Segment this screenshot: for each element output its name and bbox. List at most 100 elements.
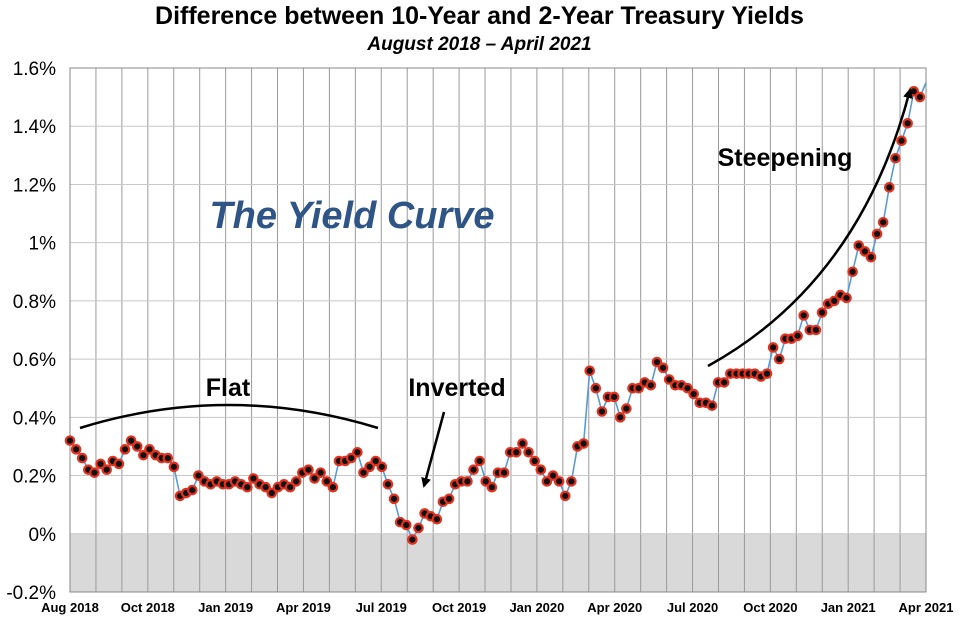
inverted-arrow	[421, 411, 446, 488]
data-point	[657, 362, 669, 374]
data-point	[64, 435, 76, 446]
data-point	[431, 513, 443, 525]
data-point	[621, 403, 632, 414]
data-point	[498, 467, 510, 478]
data-point	[125, 435, 137, 446]
data-point	[828, 295, 840, 307]
x-tick-labels: Aug 2018 Oct 2018 Jan 2019 Apr 2019 Jul 2019…	[41, 600, 953, 615]
x-tick-label: Jan 2019	[198, 600, 253, 615]
data-point	[523, 446, 534, 458]
x-tick-label: Apr 2021	[899, 600, 954, 615]
data-point	[896, 135, 907, 147]
x-tick-label: Aug 2018	[41, 600, 99, 615]
y-tick-label: 1%	[29, 234, 57, 255]
data-points	[64, 85, 926, 545]
x-tick-label: Jan 2020	[509, 600, 564, 615]
data-point	[547, 470, 559, 481]
chart-banner: The Yield Curve	[209, 195, 494, 237]
data-point	[486, 481, 498, 493]
data-point	[321, 476, 333, 487]
data-point	[841, 292, 852, 304]
data-point	[761, 368, 773, 379]
data-point	[76, 452, 88, 464]
y-tick-label: 1.6%	[13, 59, 56, 80]
data-point	[566, 476, 577, 487]
data-point	[315, 467, 326, 478]
data-point	[168, 461, 180, 473]
data-point	[113, 458, 125, 470]
data-point	[376, 461, 388, 473]
data-point	[529, 455, 540, 467]
data-point	[798, 310, 810, 321]
data-point	[810, 324, 822, 336]
data-point	[511, 446, 522, 458]
y-tick-labels: -0.2% 0% 0.2% 0.4% 0.6% 0.8% 1% 1.2% 1.4% 1.6%	[6, 59, 56, 604]
data-point	[260, 481, 271, 493]
data-point	[645, 380, 657, 391]
y-tick-label: 0.4%	[13, 408, 56, 429]
data-point	[462, 476, 473, 487]
data-point	[688, 388, 699, 400]
data-point	[890, 152, 901, 164]
data-point	[370, 455, 382, 467]
data-point	[847, 266, 858, 278]
data-point	[266, 487, 278, 499]
data-point	[767, 342, 779, 353]
data-point	[718, 377, 730, 388]
x-tick-label: Jul 2019	[356, 600, 407, 615]
data-point	[902, 118, 913, 129]
data-point	[578, 438, 589, 449]
x-tick-label: Oct 2018	[121, 600, 175, 615]
annotation-flat: Flat	[206, 374, 251, 402]
data-point	[792, 330, 803, 342]
y-tick-label: 1.2%	[13, 175, 56, 196]
chart-subtitle: August 2018 – April 2021	[367, 34, 592, 55]
steepening-arrow	[707, 88, 913, 368]
annotation-steepening: Steepening	[718, 144, 853, 172]
data-point	[871, 228, 883, 240]
x-tick-label: Apr 2020	[587, 600, 642, 615]
data-point	[584, 365, 596, 377]
data-point	[590, 382, 602, 394]
data-point	[248, 473, 259, 484]
data-point	[407, 534, 418, 545]
data-point	[382, 478, 394, 490]
data-point	[517, 438, 528, 449]
chart-title: Difference between 10-Year and 2-Year Tr…	[155, 2, 804, 30]
data-point	[303, 464, 314, 476]
data-point	[186, 484, 198, 496]
y-tick-label: -0.2%	[6, 583, 56, 604]
data-point	[468, 464, 479, 476]
data-point	[773, 353, 785, 365]
data-point	[138, 449, 149, 461]
data-point	[877, 216, 889, 228]
data-point	[559, 490, 571, 502]
y-tick-label: 1.4%	[13, 117, 56, 138]
data-point	[541, 476, 553, 487]
data-point	[388, 493, 400, 505]
data-point	[144, 444, 155, 455]
x-tick-label: Jul 2020	[667, 600, 718, 615]
annotation-inverted: Inverted	[408, 374, 505, 402]
data-point	[95, 458, 106, 470]
data-point	[345, 452, 357, 464]
data-point	[443, 493, 455, 505]
data-point	[706, 400, 718, 411]
data-point	[614, 412, 626, 423]
y-tick-label: 0.2%	[13, 467, 56, 488]
data-point	[400, 519, 412, 531]
data-point	[327, 481, 339, 493]
data-point	[242, 481, 253, 493]
data-point	[535, 464, 547, 476]
data-point	[853, 240, 865, 251]
negative-region	[70, 533, 926, 592]
data-point	[131, 441, 143, 452]
data-point	[89, 467, 100, 478]
data-point	[859, 246, 871, 257]
data-point	[608, 391, 620, 403]
data-point	[290, 476, 302, 487]
x-tick-label: Oct 2019	[432, 600, 486, 615]
data-point	[162, 452, 174, 464]
data-point	[682, 382, 693, 394]
